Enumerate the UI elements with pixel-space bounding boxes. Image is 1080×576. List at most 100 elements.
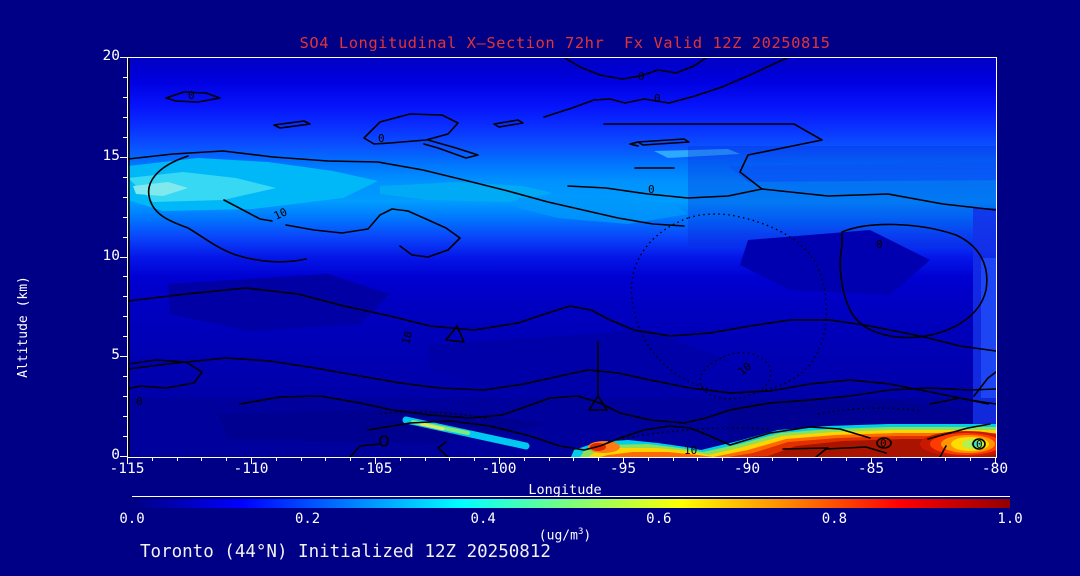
x-minor-tick [796,457,798,461]
colorbar-top-rule [132,496,1010,497]
x-minor-tick [672,457,674,461]
run-info-annotation: Toronto (44°N) Initialized 12Z 20250812 [140,542,551,562]
y-minor-tick [123,276,127,278]
y-tick-label: 10 [102,247,120,264]
x-axis-label: Longitude [528,482,602,498]
y-axis-label: Altitude (km) [16,276,31,378]
x-minor-tick [771,457,773,461]
x-tick-label: -85 [857,461,885,477]
y-minor-tick [123,296,127,298]
x-tick-label: -110 [233,461,269,477]
contour-label: 0 [378,132,385,145]
y-major-tick [120,156,127,158]
x-major-tick [623,457,624,464]
y-minor-tick [123,116,127,118]
x-minor-tick [548,457,550,461]
colorbar-units-label: (ug/m3) [538,527,592,544]
x-minor-tick [300,457,302,461]
colorbar-tick-label: 0.6 [646,511,672,527]
y-minor-tick [123,436,127,438]
y-minor-tick [123,136,127,138]
x-minor-tick [598,457,600,461]
x-tick-label: -115 [109,461,145,477]
contour-label: 10 [399,330,415,346]
contour-label: 0 [976,438,983,451]
colorbar-tick-label: 0.0 [119,511,145,527]
y-major-tick [120,57,127,58]
y-minor-tick [123,316,127,318]
colorbar-tick-label: 0.2 [294,511,321,527]
contour-label: 0 [648,183,655,196]
colorbar [132,499,1010,508]
y-minor-tick [123,176,127,178]
x-minor-tick [970,457,972,461]
x-minor-tick [325,457,327,461]
x-minor-tick [523,457,525,461]
contour-label: 0 [638,70,645,83]
x-tick-label: -95 [609,461,637,477]
y-minor-tick [123,236,127,238]
x-minor-tick [945,457,947,461]
x-major-tick [871,457,872,464]
x-minor-tick [424,457,426,461]
x-minor-tick [697,457,699,461]
y-major-tick [120,456,127,457]
x-tick-label: -90 [733,461,761,477]
x-minor-tick [350,457,352,461]
x-minor-tick [399,457,401,461]
colorbar-tick-label: 0.4 [470,511,496,527]
x-minor-tick [474,457,476,461]
contour-label: 0 [876,238,883,251]
y-major-tick [120,256,127,258]
contour-label: 10 [272,205,290,222]
plot-area: 0 0 0 0 0 10 10 0 10 0 10 0 0 [127,57,997,458]
colorbar-tick-label: 1.0 [997,511,1023,527]
x-major-tick [499,457,500,464]
x-tick-label: -100 [481,461,517,477]
y-minor-tick [123,416,127,418]
y-major-tick [120,356,127,358]
y-minor-tick [123,96,127,98]
x-minor-tick [449,457,451,461]
x-tick-label: -105 [357,461,393,477]
x-major-tick [375,457,376,464]
x-minor-tick [176,457,178,461]
colorbar-tick-label: 0.8 [821,511,848,527]
x-minor-tick [151,457,153,461]
x-major-tick [127,457,128,464]
solid-contours [128,58,996,457]
y-tick-label: 15 [102,147,120,164]
contour-label: 0 [136,395,143,408]
y-minor-tick [123,376,127,378]
x-minor-tick [275,457,277,461]
y-minor-tick [123,216,127,218]
contour-label: 0 [188,89,195,102]
y-tick-label: 5 [111,347,120,364]
x-minor-tick [573,457,575,461]
x-tick-label: -80 [981,461,1009,477]
dotted-contours [379,213,923,443]
contour-label: 0 [880,437,887,450]
y-minor-tick [123,336,127,338]
x-major-tick [747,457,748,464]
y-minor-tick [123,76,127,78]
contour-label: 10 [684,444,697,457]
contour-label: 0 [654,92,661,105]
x-minor-tick [226,457,228,461]
y-tick-label: 0 [111,447,120,463]
y-minor-tick [123,196,127,198]
x-minor-tick [846,457,848,461]
x-minor-tick [821,457,823,461]
x-major-tick [995,457,996,464]
x-minor-tick [722,457,724,461]
x-minor-tick [201,457,203,461]
y-minor-tick [123,396,127,398]
y-tick-label: 20 [102,48,120,64]
x-minor-tick [895,457,897,461]
x-minor-tick [920,457,922,461]
x-minor-tick [647,457,649,461]
chart-title: SO4 Longitudinal X—Section 72hr Fx Valid… [299,34,831,52]
x-major-tick [251,457,252,464]
